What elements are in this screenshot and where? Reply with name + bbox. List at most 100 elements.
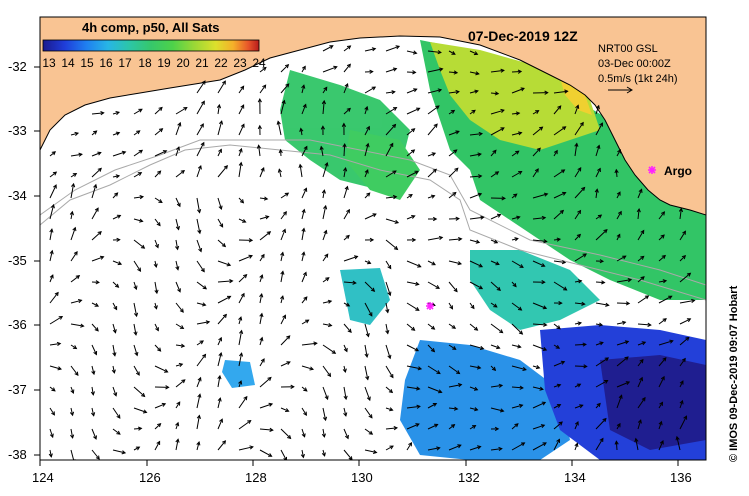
current-vector-head xyxy=(597,167,601,173)
current-vector-head xyxy=(576,233,582,238)
current-vector-head xyxy=(496,286,501,291)
current-vector-head xyxy=(496,345,501,350)
current-vector-head xyxy=(683,415,688,420)
current-vector xyxy=(112,323,116,333)
current-vector-head xyxy=(142,409,148,414)
current-vector-head xyxy=(493,303,498,308)
current-vector xyxy=(280,211,287,220)
current-vector-head xyxy=(303,296,308,301)
current-vector xyxy=(511,365,527,371)
current-vector-head xyxy=(222,440,227,445)
current-vector-head xyxy=(112,329,117,334)
current-vector xyxy=(406,281,419,285)
current-vector xyxy=(490,281,501,291)
current-vector xyxy=(154,128,163,136)
current-vector-head xyxy=(51,151,57,156)
current-vector xyxy=(217,218,224,228)
current-vector-head xyxy=(243,273,248,279)
current-vector xyxy=(658,255,666,262)
current-vector xyxy=(616,191,621,199)
current-vector-head xyxy=(417,366,423,371)
current-vector-head xyxy=(513,193,518,198)
current-vector xyxy=(91,152,101,157)
current-vector xyxy=(532,365,540,369)
current-vector-head xyxy=(286,335,291,340)
current-vector xyxy=(448,192,457,199)
current-vector-head xyxy=(455,216,460,221)
current-vector xyxy=(427,281,440,289)
current-vector-head xyxy=(368,414,373,419)
current-vector xyxy=(280,252,284,262)
current-vector xyxy=(343,386,347,400)
reference-date: 03-Dec 00:00Z xyxy=(598,58,671,70)
current-vector xyxy=(238,148,242,157)
current-vector xyxy=(175,379,186,388)
current-vector-head xyxy=(618,394,623,399)
current-vector xyxy=(301,104,307,115)
current-vector-head xyxy=(371,47,377,52)
current-vector-head xyxy=(416,386,421,391)
current-vector-head xyxy=(560,360,566,365)
current-vector-head xyxy=(385,308,390,314)
current-vector xyxy=(91,256,104,262)
current-vector-head xyxy=(454,167,459,172)
current-vector xyxy=(175,344,185,347)
current-vector-head xyxy=(285,83,290,88)
current-vector xyxy=(469,50,478,55)
current-vector-head xyxy=(298,163,303,169)
current-vector-head xyxy=(599,122,603,127)
current-vector-head xyxy=(542,442,547,447)
current-vector-head xyxy=(256,144,262,149)
current-vector-head xyxy=(180,343,186,348)
current-vector-head xyxy=(574,142,579,147)
current-vector-head xyxy=(515,111,521,116)
current-vector-head xyxy=(183,106,188,111)
current-vector xyxy=(112,151,126,157)
current-vector xyxy=(553,126,566,136)
current-vector xyxy=(490,171,499,178)
current-vector xyxy=(427,386,442,393)
current-vector xyxy=(364,365,369,380)
current-vector-head xyxy=(433,123,438,128)
current-vector-head xyxy=(539,386,544,391)
bathymetry-contours xyxy=(40,139,706,301)
current-vector-head xyxy=(410,149,416,154)
current-vector-head xyxy=(616,191,621,196)
current-vector-head xyxy=(331,349,337,354)
current-vector xyxy=(679,358,686,367)
current-vector xyxy=(574,421,579,430)
current-vector-head xyxy=(387,354,392,360)
current-vector-head xyxy=(478,263,484,268)
current-vector xyxy=(322,300,332,304)
colorbar-label: 17 xyxy=(118,56,132,70)
current-vector-head xyxy=(625,301,631,306)
current-vector-head xyxy=(333,65,338,70)
current-vector-head xyxy=(240,123,245,128)
current-vector xyxy=(595,438,604,451)
current-vector xyxy=(259,428,273,431)
current-vector xyxy=(217,239,226,247)
current-vector xyxy=(637,359,644,367)
current-vector xyxy=(385,91,395,94)
current-vector xyxy=(427,123,438,136)
current-vector-head xyxy=(514,237,519,242)
current-vector xyxy=(238,316,242,325)
current-vector xyxy=(70,428,74,438)
current-vector xyxy=(364,86,376,94)
current-vector-head xyxy=(49,274,54,279)
current-vector-head xyxy=(415,423,420,428)
current-vector-head xyxy=(431,325,436,330)
current-vector xyxy=(635,438,639,451)
current-vector xyxy=(553,260,566,263)
current-vector-head xyxy=(290,384,295,389)
current-vector xyxy=(595,105,600,115)
current-vector xyxy=(595,302,609,306)
current-vector-head xyxy=(158,128,164,133)
current-vector xyxy=(175,323,184,329)
current-vector-head xyxy=(346,63,351,68)
current-vector-head xyxy=(431,152,437,157)
current-vector xyxy=(427,344,435,352)
current-vector xyxy=(280,407,289,412)
current-vector-head xyxy=(475,71,480,76)
current-vector xyxy=(343,144,346,157)
